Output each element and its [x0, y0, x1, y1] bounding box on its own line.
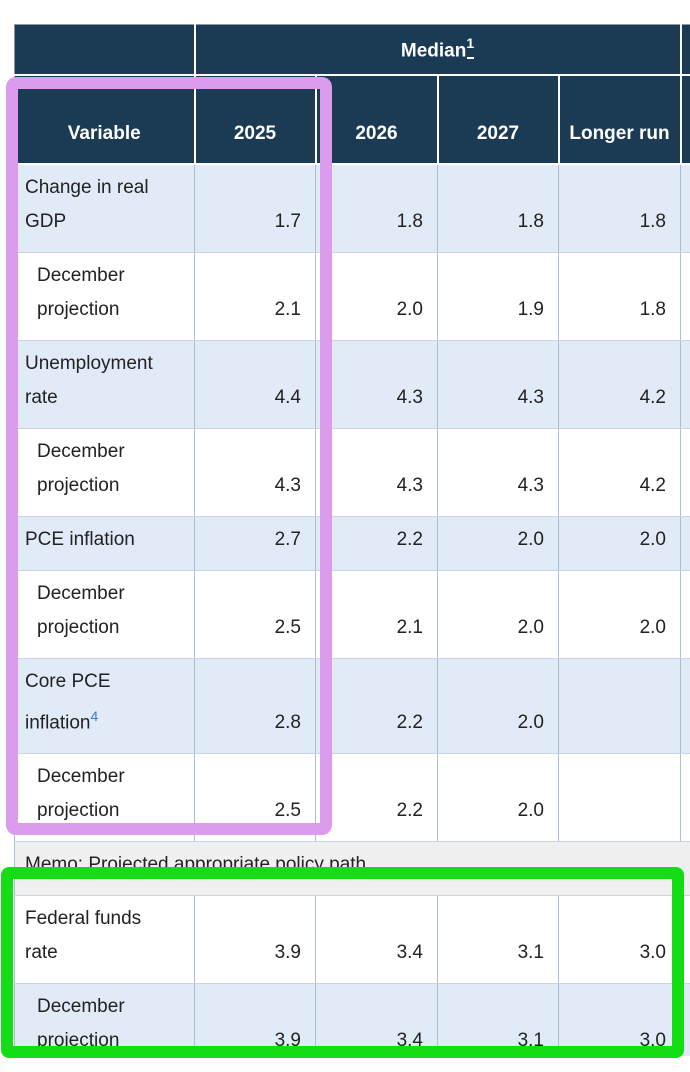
cell-value: 3.1	[437, 982, 559, 1056]
cell-value: 2.0	[315, 251, 438, 341]
cell-value: 4.3	[315, 427, 438, 517]
cell-value: 3.9	[194, 982, 316, 1056]
row-label: December projection	[14, 427, 195, 517]
table-row-gdp: Change in real GDP 1.7 1.8 1.8 1.8	[14, 163, 690, 253]
col-header-variable: Variable	[14, 74, 196, 165]
row-label: December projection	[14, 982, 195, 1056]
cell-value: 4.3	[315, 339, 438, 429]
table-row-unemployment: Unemployment rate 4.4 4.3 4.3 4.2	[14, 339, 690, 429]
cell-value: 3.0	[558, 894, 681, 984]
cell-clipped	[680, 515, 690, 571]
cell-value: 1.8	[437, 163, 559, 253]
cell-value: 2.0	[437, 515, 559, 571]
cell-value: 2.2	[315, 657, 438, 754]
col-header-2026: 2026	[315, 74, 439, 165]
cell-value: 2.1	[315, 569, 438, 659]
cell-value: 2.0	[437, 752, 559, 842]
row-label: Unemployment rate	[14, 339, 195, 429]
cell-clipped	[680, 339, 690, 429]
row-label: Federal funds rate	[14, 894, 195, 984]
col-header-2027: 2027	[437, 74, 560, 165]
cell-value: 1.8	[558, 251, 681, 341]
row-label: December projection	[14, 569, 195, 659]
projections-table-container: Median1 Variable 2025 2026 2027 Longer r…	[14, 24, 690, 1056]
row-label: December projection	[14, 251, 195, 341]
cell-value: 3.4	[315, 894, 438, 984]
cell-value: 4.3	[194, 427, 316, 517]
row-label: PCE inflation	[14, 515, 195, 571]
cell-value: 1.8	[558, 163, 681, 253]
table-row-fed-funds-december: December projection 3.9 3.4 3.1 3.0	[14, 982, 690, 1056]
corner-header-cell	[14, 24, 196, 76]
cell-value: 2.2	[315, 515, 438, 571]
table-row-pce-december: December projection 2.5 2.1 2.0 2.0	[14, 569, 690, 659]
table-row-gdp-december: December projection 2.1 2.0 1.9 1.8	[14, 251, 690, 341]
footnote-4-link[interactable]: 4	[90, 707, 99, 724]
column-group-header-row: Median1	[14, 24, 690, 76]
cell-clipped	[680, 163, 690, 253]
cell-value: 2.0	[558, 515, 681, 571]
purple-highlight-annotation	[6, 77, 332, 835]
cell-clipped	[680, 752, 690, 842]
cell-value: 2.2	[315, 752, 438, 842]
cell-value	[558, 657, 681, 754]
table-row-core-pce: Core PCE inflation4 2.8 2.2 2.0	[14, 657, 690, 754]
median-label: Median	[400, 39, 467, 61]
cell-clipped	[680, 569, 690, 659]
column-header-row: Variable 2025 2026 2027 Longer run	[14, 74, 690, 165]
cell-clipped	[680, 427, 690, 517]
cell-value: 3.0	[558, 982, 681, 1056]
cell-value: 2.0	[558, 569, 681, 659]
row-label: Change in real GDP	[14, 163, 195, 253]
cell-clipped	[680, 657, 690, 754]
cell-value: 4.2	[558, 339, 681, 429]
cell-value	[558, 752, 681, 842]
col-header-clipped	[680, 74, 690, 165]
col-header-longer-run: Longer run	[558, 74, 682, 165]
cell-clipped	[680, 251, 690, 341]
cell-value: 2.8	[194, 657, 316, 754]
cell-value: 2.1	[194, 251, 316, 341]
cell-value: 1.7	[194, 163, 316, 253]
cell-value: 2.7	[194, 515, 316, 571]
sep-median-projections-table: Median1 Variable 2025 2026 2027 Longer r…	[14, 24, 690, 1056]
cell-value: 3.9	[194, 894, 316, 984]
cell-value: 2.5	[194, 569, 316, 659]
footnote-1-link[interactable]: 1	[466, 34, 475, 51]
table-row-unemployment-december: December projection 4.3 4.3 4.3 4.2	[14, 427, 690, 517]
table-row-pce-inflation: PCE inflation 2.7 2.2 2.0 2.0	[14, 515, 690, 571]
cell-value: 1.9	[437, 251, 559, 341]
median-group-header: Median1	[194, 24, 682, 76]
next-group-header-clipped	[680, 24, 690, 76]
green-highlight-annotation	[1, 867, 684, 1058]
cell-value: 1.8	[315, 163, 438, 253]
cell-value: 4.3	[437, 427, 559, 517]
cell-value: 3.4	[315, 982, 438, 1056]
col-header-2025: 2025	[194, 74, 317, 165]
row-label: Core PCE inflation4	[14, 657, 195, 754]
cell-value: 4.2	[558, 427, 681, 517]
cell-value: 2.0	[437, 569, 559, 659]
cell-value: 4.3	[437, 339, 559, 429]
core-pce-label: Core PCE inflation	[25, 670, 111, 733]
cell-value: 2.0	[437, 657, 559, 754]
